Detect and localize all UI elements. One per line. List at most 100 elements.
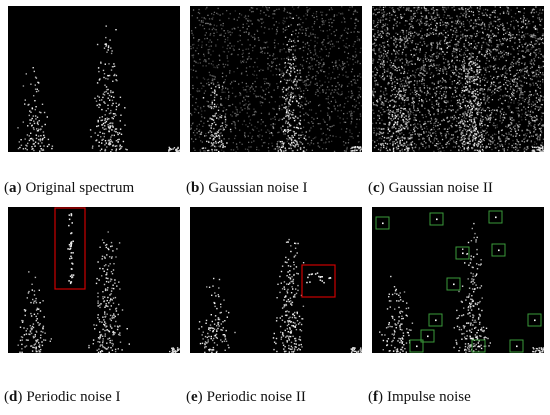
- noise-dot: [421, 44, 423, 46]
- noise-dot: [442, 95, 444, 97]
- noise-dot: [312, 28, 314, 31]
- spectrum-dot: [36, 130, 39, 132]
- noise-dot: [327, 107, 329, 109]
- noise-dot: [227, 32, 229, 34]
- spectrum-dot: [168, 146, 170, 149]
- noise-dot: [486, 131, 488, 133]
- spectrum-dot: [107, 139, 110, 142]
- noise-dot: [318, 87, 321, 89]
- spectrum-dot: [296, 142, 298, 145]
- noise-dot: [252, 47, 254, 49]
- noise-dot: [520, 88, 522, 90]
- noise-dot: [372, 92, 374, 94]
- spectrum-dot: [289, 117, 292, 119]
- noise-dot: [265, 78, 267, 80]
- noise-dot: [416, 10, 418, 12]
- noise-dot: [224, 123, 227, 126]
- noise-dot: [449, 105, 452, 107]
- noise-dot: [351, 136, 353, 138]
- noise-dot: [484, 116, 487, 119]
- noise-dot: [485, 12, 487, 14]
- noise-dot: [540, 103, 542, 106]
- noise-dot: [538, 128, 541, 130]
- noise-dot: [211, 91, 213, 93]
- noise-dot: [462, 21, 465, 23]
- noise-dot: [247, 20, 250, 22]
- spectrum-dot: [109, 126, 111, 128]
- noise-dot: [379, 112, 382, 114]
- noise-dot: [523, 63, 526, 66]
- noise-dot: [235, 143, 238, 145]
- noise-dot: [430, 23, 432, 26]
- noise-dot: [278, 140, 280, 143]
- noise-dot: [256, 30, 259, 32]
- noise-dot: [342, 74, 344, 76]
- spectrum-dot: [30, 83, 32, 85]
- noise-dot: [403, 43, 405, 45]
- noise-dot: [467, 8, 469, 11]
- noise-dot: [456, 99, 459, 102]
- noise-dot: [391, 65, 394, 67]
- noise-dot: [413, 109, 415, 111]
- spectrum-dot: [34, 84, 36, 86]
- noise-dot: [304, 151, 306, 152]
- noise-dot: [341, 93, 343, 96]
- noise-dot: [239, 29, 241, 32]
- noise-dot: [358, 141, 360, 143]
- spectrum-dot: [41, 149, 43, 151]
- noise-dot: [402, 30, 404, 32]
- noise-dot: [502, 107, 504, 110]
- spectrum-dot: [293, 145, 295, 147]
- noise-dot: [420, 37, 422, 39]
- noise-dot: [442, 21, 444, 23]
- noise-dot: [380, 45, 383, 47]
- noise-dot: [463, 70, 465, 72]
- noise-dot: [372, 43, 374, 45]
- noise-dot: [464, 29, 466, 31]
- noise-dot: [487, 106, 489, 109]
- noise-dot: [436, 109, 438, 111]
- noise-dot: [474, 135, 476, 137]
- noise-dot: [348, 111, 351, 113]
- noise-dot: [380, 98, 382, 100]
- noise-dot: [233, 71, 235, 73]
- spectrum-dot: [24, 147, 27, 150]
- noise-dot: [262, 89, 264, 91]
- noise-dot: [436, 73, 439, 75]
- noise-dot: [248, 25, 250, 27]
- noise-dot: [496, 110, 498, 112]
- noise-dot: [457, 35, 460, 37]
- spectrum-dot: [305, 131, 307, 133]
- noise-dot: [521, 44, 523, 46]
- noise-dot: [473, 65, 475, 67]
- spectrum-dot: [285, 130, 287, 132]
- noise-dot: [443, 93, 445, 95]
- noise-dot: [450, 109, 452, 111]
- noise-dot: [316, 55, 318, 57]
- noise-dot: [217, 81, 219, 84]
- noise-dot: [255, 94, 257, 97]
- noise-dot: [355, 19, 358, 21]
- spectrum-dot: [169, 148, 172, 150]
- noise-dot: [206, 37, 208, 40]
- noise-dot: [445, 96, 447, 99]
- noise-dot: [470, 128, 472, 130]
- noise-dot: [317, 142, 319, 144]
- noise-dot: [327, 42, 330, 44]
- noise-dot: [472, 14, 475, 16]
- noise-dot: [479, 84, 481, 86]
- noise-dot: [354, 27, 356, 29]
- noise-dot: [418, 80, 421, 82]
- noise-dot: [469, 79, 471, 81]
- noise-dot: [304, 43, 307, 45]
- noise-dot: [356, 146, 358, 149]
- noise-dot: [408, 113, 410, 115]
- noise-dot: [497, 27, 499, 30]
- noise-dot: [442, 68, 444, 70]
- noise-dot: [534, 52, 536, 54]
- noise-dot: [273, 148, 275, 150]
- noise-dot: [485, 108, 488, 110]
- noise-dot: [415, 7, 417, 9]
- noise-dot: [516, 147, 518, 149]
- noise-dot: [535, 89, 537, 92]
